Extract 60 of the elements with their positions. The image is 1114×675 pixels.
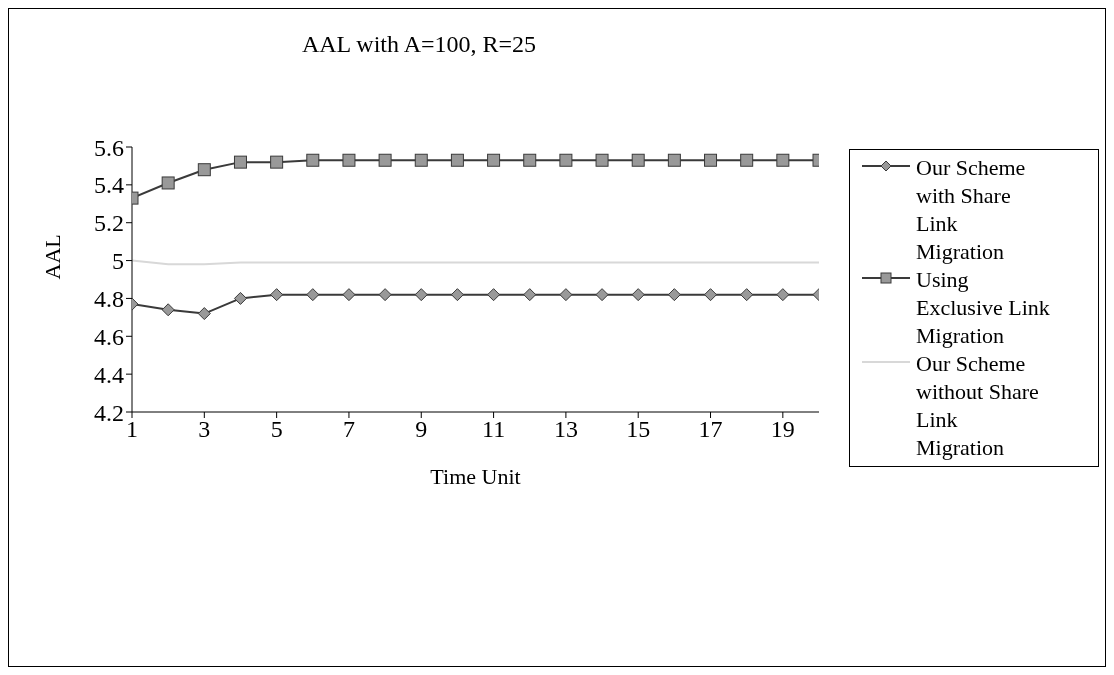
point	[631, 288, 645, 302]
x-tick-label: 1	[126, 416, 138, 443]
chart-title: AAL with A=100, R=25	[300, 31, 538, 58]
point	[450, 288, 464, 302]
y-tick-label: 5.4	[94, 172, 124, 199]
point	[559, 288, 573, 302]
point	[342, 153, 356, 167]
y-tick-label: 4.2	[94, 399, 124, 426]
point	[523, 288, 537, 302]
point	[378, 153, 392, 167]
y-tick-label: 4.8	[94, 285, 124, 312]
point	[595, 288, 609, 302]
y-tick-label: 5	[112, 248, 124, 275]
point	[776, 288, 790, 302]
point	[306, 288, 320, 302]
x-tick-label: 19	[770, 416, 795, 443]
x-tick-label: 3	[198, 416, 211, 443]
point	[342, 288, 356, 302]
point	[667, 288, 681, 302]
legend-label: Our Scheme with Share Link Migration	[916, 154, 1027, 266]
x-tick-label: 9	[415, 416, 428, 443]
x-tick-label: 17	[698, 416, 723, 443]
y-tick-label: 5.6	[94, 134, 124, 161]
x-tick-label: 5	[270, 416, 283, 443]
point	[450, 153, 464, 167]
x-tick-label: 15	[626, 416, 651, 443]
point	[523, 153, 537, 167]
point	[414, 288, 428, 302]
point	[631, 153, 645, 167]
x-tick-label: 11	[482, 416, 506, 443]
point	[233, 291, 247, 305]
point	[161, 176, 175, 190]
point	[487, 288, 501, 302]
point	[487, 153, 501, 167]
legend-label: Using Exclusive Link Migration	[916, 266, 1051, 350]
y-tick-label: 4.4	[94, 361, 124, 388]
point	[595, 153, 609, 167]
x-axis-title: Time Unit	[430, 464, 521, 489]
point	[667, 153, 681, 167]
y-tick-label: 4.6	[94, 323, 124, 350]
point	[704, 153, 718, 167]
legend-label: Our Scheme without Share Link Migration	[916, 350, 1040, 462]
point	[270, 288, 284, 302]
point	[378, 288, 392, 302]
y-axis-title: AAL	[39, 234, 65, 280]
point	[740, 288, 754, 302]
point	[740, 153, 754, 167]
point	[559, 153, 573, 167]
point	[233, 155, 247, 169]
point	[270, 155, 284, 169]
point	[197, 163, 211, 177]
point	[776, 153, 790, 167]
x-tick-label: 13	[553, 416, 578, 443]
x-tick-label: 7	[342, 416, 355, 443]
point	[414, 153, 428, 167]
point	[161, 303, 175, 317]
point	[197, 307, 211, 321]
point	[704, 288, 718, 302]
y-tick-label: 5.2	[94, 210, 124, 237]
point	[306, 153, 320, 167]
